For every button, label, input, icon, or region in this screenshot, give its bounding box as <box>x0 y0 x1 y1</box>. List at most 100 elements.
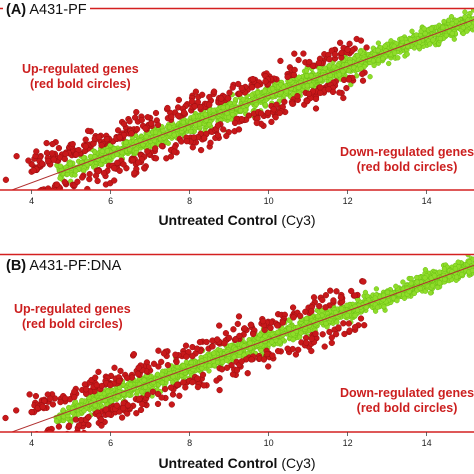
red-point <box>173 358 180 366</box>
x-tick-label: 10 <box>264 196 274 206</box>
red-point <box>291 50 298 57</box>
red-point <box>302 308 309 315</box>
green-point <box>206 121 212 128</box>
red-point <box>248 84 256 91</box>
green-point <box>381 304 387 310</box>
green-point <box>128 382 134 388</box>
red-point <box>345 76 352 83</box>
green-point <box>459 271 465 278</box>
red-point <box>241 325 248 332</box>
red-point <box>82 143 89 150</box>
red-point <box>133 108 140 116</box>
green-point <box>206 362 212 369</box>
red-point <box>329 88 337 96</box>
red-point <box>189 144 196 151</box>
red-point <box>230 326 237 333</box>
red-point <box>128 130 135 137</box>
red-point <box>102 406 110 413</box>
red-point <box>214 122 222 129</box>
red-point <box>233 367 241 374</box>
red-point <box>345 320 352 327</box>
red-point <box>74 178 81 185</box>
red-point <box>359 70 366 78</box>
green-point <box>441 18 447 25</box>
panel-b-down-annotation: Down-regulated genes (red bold circles) <box>340 386 474 416</box>
red-point <box>200 382 207 389</box>
red-point <box>133 125 141 133</box>
green-point <box>427 41 433 47</box>
green-point <box>357 49 363 55</box>
green-point <box>57 163 64 169</box>
scatter-plot-a: 4 6 8 10 12 14 <box>0 7 474 207</box>
red-point <box>113 402 121 409</box>
red-point <box>72 416 79 423</box>
red-point <box>312 95 320 103</box>
red-point <box>61 178 68 186</box>
red-point <box>284 345 291 352</box>
green-point <box>230 111 236 118</box>
red-point <box>79 174 86 181</box>
red-point <box>238 358 245 365</box>
green-point <box>111 146 117 152</box>
green-point <box>98 161 104 168</box>
red-point <box>41 434 47 440</box>
green-point <box>323 320 329 327</box>
red-point <box>105 411 112 418</box>
red-point <box>174 112 182 119</box>
red-point <box>43 435 49 441</box>
red-point <box>188 98 196 105</box>
green-point <box>394 297 400 304</box>
green-point <box>171 132 177 138</box>
red-point <box>322 304 329 311</box>
red-point <box>332 331 340 338</box>
red-point <box>292 351 300 358</box>
green-point <box>169 379 176 386</box>
red-point <box>38 201 44 207</box>
red-point <box>53 181 61 188</box>
red-point <box>37 440 43 446</box>
red-point <box>326 56 333 63</box>
red-point <box>45 157 52 165</box>
red-point <box>197 146 205 154</box>
green-point <box>466 259 472 265</box>
red-point <box>34 436 40 442</box>
red-point <box>351 292 358 299</box>
green-point <box>448 14 455 20</box>
red-point <box>357 315 365 322</box>
red-point <box>25 157 32 164</box>
green-point <box>441 266 448 272</box>
red-point <box>117 367 124 375</box>
red-point <box>182 384 189 391</box>
red-point <box>152 109 160 117</box>
red-point <box>326 328 333 336</box>
red-point <box>336 39 344 46</box>
green-point <box>269 339 275 345</box>
red-point <box>182 342 190 349</box>
green-point <box>298 330 304 336</box>
green-point <box>248 92 255 98</box>
red-point <box>148 120 155 127</box>
green-point <box>436 269 443 275</box>
red-point <box>2 176 10 183</box>
green-point <box>384 289 391 295</box>
green-point <box>344 312 350 319</box>
panel-b-xlabel-bold: Untreated Control <box>158 455 278 471</box>
red-point <box>158 358 165 366</box>
red-point <box>341 330 348 338</box>
red-point <box>312 105 320 112</box>
green-point <box>339 306 345 312</box>
red-point <box>120 120 128 128</box>
red-point <box>163 155 170 162</box>
red-point <box>161 385 169 393</box>
red-point <box>284 73 291 81</box>
green-point <box>99 148 105 154</box>
red-point <box>135 159 142 166</box>
red-point <box>49 438 55 444</box>
red-point <box>35 193 41 199</box>
red-point <box>49 140 56 148</box>
red-point <box>191 103 198 110</box>
red-point <box>95 168 102 175</box>
red-point <box>216 386 223 394</box>
green-point <box>408 37 414 43</box>
green-point <box>462 14 468 20</box>
